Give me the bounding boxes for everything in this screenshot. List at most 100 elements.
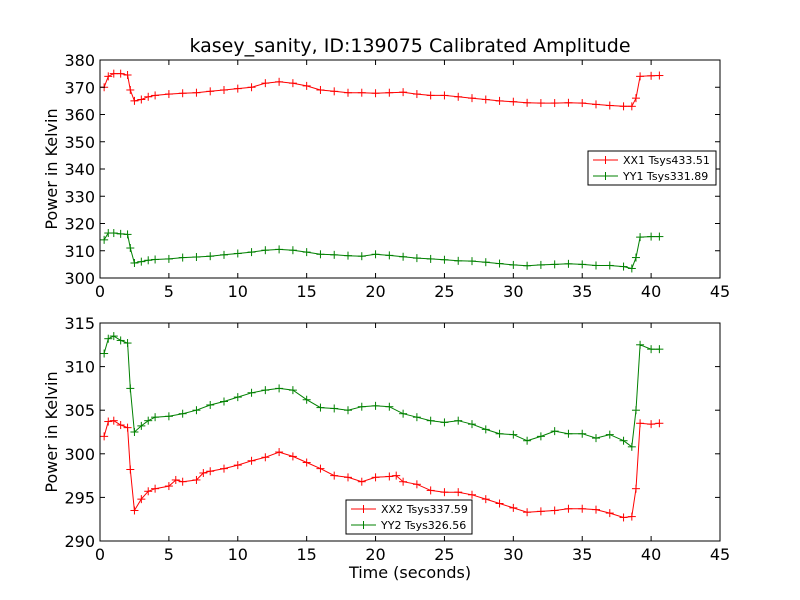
top-series-1-point	[178, 89, 187, 98]
bottom-series-1-point	[104, 417, 113, 426]
bottom-series-1-point	[392, 471, 401, 480]
bottom-series-2-point	[647, 345, 656, 354]
top-series-1-point	[130, 96, 139, 105]
bottom-series-1-point	[371, 473, 380, 482]
bottom-series-2-point	[109, 332, 118, 341]
top-series-1-point	[536, 99, 545, 108]
bottom-series-2-point	[164, 412, 173, 421]
top-series-2-point	[564, 259, 573, 268]
bottom-series-1-point	[440, 488, 449, 497]
top-series-1-point	[344, 88, 352, 97]
top-series-2-point	[288, 246, 297, 255]
bottom-series-2-point	[426, 416, 435, 425]
bottom-series-1-point	[592, 505, 600, 514]
top-series-1-point	[104, 72, 113, 81]
bottom-legend-entry-2: YY2 Tsys326.56	[351, 519, 466, 532]
top-x-tick-label: 20	[365, 282, 385, 301]
top-series-2-point	[275, 245, 284, 254]
bottom-series-2-point	[619, 436, 628, 445]
top-y-tick-label: 360	[64, 106, 95, 125]
bottom-legend-entry-1: XX2 Tsys337.59	[351, 503, 468, 516]
bottom-series-2-point	[247, 388, 256, 397]
top-y-tick-label: 380	[64, 51, 95, 70]
bottom-series-2-point	[631, 406, 640, 415]
top-series-2-point	[454, 256, 463, 265]
top-y-tick-label: 330	[64, 187, 95, 206]
bottom-y-tick-label: 305	[64, 401, 95, 420]
top-series-1-point	[619, 102, 628, 111]
top-series-2-point	[636, 233, 645, 242]
bottom-series-1-point	[164, 482, 173, 491]
top-series-2-point	[385, 251, 394, 260]
top-series-1-point	[116, 69, 125, 78]
top-x-tick-label: 5	[164, 282, 174, 301]
top-y-tick-label: 340	[64, 160, 95, 179]
top-series-2-point	[192, 253, 201, 262]
top-series-1-point	[655, 71, 664, 80]
top-series-1-point	[233, 84, 242, 93]
bottom-series-2-point	[523, 436, 532, 445]
top-y-tick-label: 300	[64, 269, 95, 288]
top-series-1-point	[412, 90, 421, 99]
bottom-series-1-point	[116, 421, 125, 430]
top-y-tick-label: 320	[64, 215, 95, 234]
bottom-series-2-point	[178, 409, 187, 418]
top-series-2-point	[357, 252, 366, 261]
bottom-series-1-point	[178, 477, 187, 486]
bottom-series-2-point	[636, 340, 645, 349]
top-x-tick-label: 45	[710, 282, 730, 301]
top-y-tick-label: 370	[64, 78, 95, 97]
bottom-series-2-point	[100, 349, 109, 358]
bottom-series-1-point	[344, 473, 352, 482]
top-series-1-point	[385, 88, 394, 97]
top-series-1-point	[288, 79, 297, 88]
top-y-tick-label: 310	[64, 242, 95, 261]
top-legend-label-1: XX1 Tsys433.51	[623, 154, 710, 167]
bottom-y-axis-label: Power in Kelvin	[42, 371, 61, 492]
bottom-series-2-point	[627, 442, 636, 451]
top-series-1-point	[164, 90, 173, 99]
top-series-2-point	[130, 259, 139, 268]
top-series-2-point	[247, 248, 256, 257]
bottom-series-1-point	[123, 423, 132, 432]
bottom-series-2-point	[206, 400, 215, 409]
top-series-1-point	[578, 99, 587, 108]
bottom-series-1-point	[605, 509, 614, 518]
bottom-series-2-point	[144, 416, 153, 425]
top-series-1-point	[247, 83, 256, 92]
top-y-axis-label: Power in Kelvin	[42, 108, 61, 229]
top-series-2-point	[151, 255, 160, 264]
bottom-series-1-point	[288, 452, 297, 461]
bottom-series-1-point	[509, 503, 518, 512]
bottom-series-1-point	[426, 486, 435, 495]
bottom-series-1-point	[627, 512, 636, 521]
top-series-2-point	[220, 250, 228, 259]
bottom-series-1-point	[171, 475, 180, 484]
bottom-series-1-point	[647, 420, 656, 429]
top-series-2-point	[123, 230, 132, 239]
top-series-1-point	[275, 77, 284, 86]
bottom-series-2-point	[233, 393, 242, 402]
top-series-1-point	[137, 95, 146, 104]
top-series-2-point	[137, 257, 146, 266]
top-series-2-point	[371, 250, 380, 259]
top-legend-entry-2: YY1 Tsys331.89	[593, 170, 708, 183]
bottom-series-2-point	[578, 429, 587, 438]
top-series-2-point	[523, 261, 532, 270]
bottom-series-2-point	[564, 429, 573, 438]
top-series-1-point	[647, 71, 656, 80]
bottom-x-tick-label: 20	[365, 545, 385, 564]
top-series-2-point	[178, 253, 187, 262]
top-series-1-point	[206, 87, 215, 96]
top-series-2-point	[164, 254, 173, 263]
top-series-2-point	[302, 248, 311, 257]
bottom-series-2-point	[399, 409, 408, 418]
bottom-x-tick-label: 40	[641, 545, 661, 564]
bottom-series-2-point	[412, 413, 421, 422]
bottom-series-2-point	[550, 427, 559, 436]
bottom-series-2-point	[123, 339, 132, 348]
bottom-series-1-point	[399, 477, 408, 486]
top-series-2-point	[316, 250, 325, 259]
top-series-1-point	[426, 91, 435, 100]
bottom-series-2-point	[495, 429, 504, 438]
